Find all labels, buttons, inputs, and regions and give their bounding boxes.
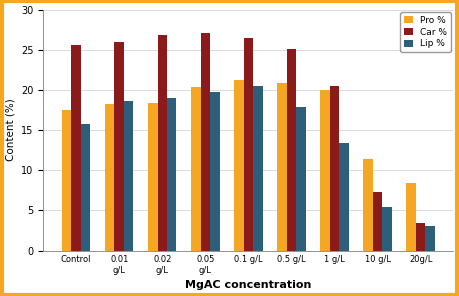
Bar bbox=[416, 223, 425, 251]
Bar bbox=[62, 110, 72, 251]
Bar bbox=[287, 49, 296, 251]
Bar bbox=[148, 103, 157, 251]
X-axis label: MgAC concentration: MgAC concentration bbox=[185, 280, 312, 290]
Bar bbox=[425, 226, 435, 251]
Bar bbox=[339, 143, 349, 251]
Bar bbox=[210, 91, 219, 251]
Bar bbox=[157, 35, 167, 251]
Bar bbox=[296, 107, 306, 251]
Bar bbox=[234, 80, 244, 251]
Bar bbox=[72, 45, 81, 251]
Bar bbox=[406, 183, 416, 251]
Bar bbox=[114, 42, 124, 251]
Bar bbox=[81, 124, 90, 251]
Bar bbox=[105, 104, 114, 251]
Bar bbox=[277, 83, 287, 251]
Bar bbox=[320, 90, 330, 251]
Y-axis label: Content (%): Content (%) bbox=[6, 99, 16, 161]
Bar bbox=[330, 86, 339, 251]
Bar bbox=[253, 86, 263, 251]
Legend: Pro %, Car %, Lip %: Pro %, Car %, Lip % bbox=[400, 12, 451, 52]
Bar bbox=[167, 98, 177, 251]
Bar bbox=[191, 87, 201, 251]
Bar bbox=[373, 192, 382, 251]
Bar bbox=[364, 159, 373, 251]
Bar bbox=[244, 38, 253, 251]
Bar bbox=[201, 33, 210, 251]
Bar bbox=[382, 207, 392, 251]
Bar bbox=[124, 101, 134, 251]
